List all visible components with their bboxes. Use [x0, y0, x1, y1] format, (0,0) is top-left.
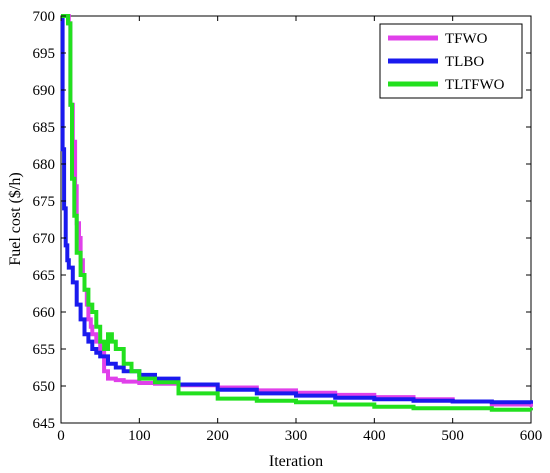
y-tick-label: 700	[33, 9, 56, 25]
axis-ticks	[60, 15, 532, 424]
y-tick-label: 695	[33, 46, 56, 62]
x-tick-label: 0	[57, 428, 65, 444]
x-tick-label: 200	[206, 428, 229, 444]
legend: TFWO TLBO TLTFWO	[379, 23, 523, 99]
x-tick-label: 300	[285, 428, 308, 444]
y-tick-label: 650	[33, 379, 56, 395]
x-tick-label: 400	[363, 428, 386, 444]
y-tick-label: 690	[33, 83, 56, 99]
x-tick-label: 500	[441, 428, 464, 444]
plot-lines	[60, 14, 533, 412]
legend-label-tltfwo: TLTFWO	[445, 77, 505, 93]
series-line-tltfwo	[61, 14, 533, 412]
legend-label-tlbo: TLBO	[445, 54, 484, 70]
y-tick-label: 655	[33, 342, 56, 358]
y-tick-label: 675	[33, 194, 56, 210]
y-tick-label: 665	[33, 268, 56, 284]
y-tick-label: 685	[33, 120, 56, 136]
series-line-tlbo	[60, 14, 533, 405]
y-tick-label: 670	[33, 231, 56, 247]
y-tick-label: 645	[33, 416, 56, 432]
tick-labels: 0 100 200 300 400 500 600 645 650 655 660 665 670 675…	[33, 9, 543, 444]
y-tick-label: 660	[33, 305, 56, 321]
x-axis-title: Iteration	[269, 453, 323, 470]
y-axis-title: Fuel cost ($/h)	[7, 172, 24, 265]
x-tick-label: 600	[520, 428, 543, 444]
x-tick-label: 100	[128, 428, 151, 444]
y-tick-label: 680	[33, 157, 56, 173]
legend-label-tfwo: TFWO	[445, 31, 488, 47]
